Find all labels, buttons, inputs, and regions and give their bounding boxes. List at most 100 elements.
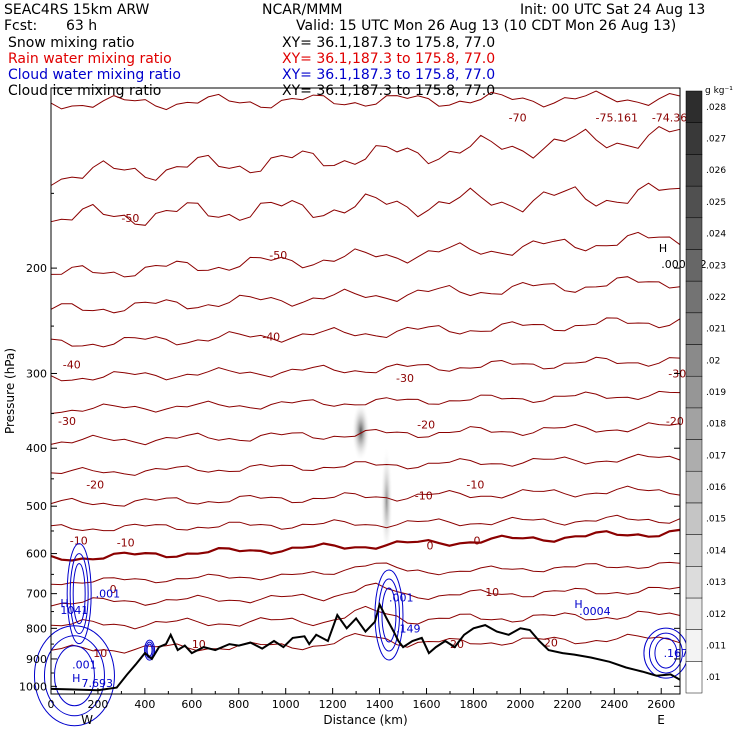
colorbar-label: .012 bbox=[706, 610, 726, 620]
x-tick-label: 800 bbox=[228, 698, 249, 711]
cloud-water-contour bbox=[144, 639, 156, 661]
colorbar-cell bbox=[685, 629, 703, 662]
colorbar-cell bbox=[685, 217, 703, 250]
cloud-water-contour bbox=[381, 587, 397, 643]
colorbar-label: .026 bbox=[706, 166, 726, 176]
cloud-label: .001 bbox=[96, 588, 121, 601]
colorbar-cell bbox=[685, 407, 703, 440]
x-axis-label: Distance (km) bbox=[323, 713, 407, 727]
x-tick-label: 200 bbox=[87, 698, 108, 711]
x-tick-label: 0 bbox=[48, 698, 55, 711]
cloud-water-contour bbox=[374, 569, 404, 661]
cloud-label: H bbox=[574, 598, 582, 611]
ice-mixing-blob bbox=[380, 445, 393, 556]
x-tick-label: 1600 bbox=[413, 698, 441, 711]
isotherm-label: -10 bbox=[466, 479, 484, 492]
cloud-label: 7.693 bbox=[82, 677, 114, 690]
terrain-line bbox=[50, 601, 681, 692]
y-axis-label: Pressure (hPa) bbox=[3, 348, 17, 434]
y-tick-label: 800 bbox=[26, 622, 47, 635]
cloud-label: 1041 bbox=[60, 604, 88, 617]
colorbar-cell bbox=[685, 249, 703, 282]
x-tick-label: 2400 bbox=[600, 698, 628, 711]
y-tick-label: 600 bbox=[26, 548, 47, 561]
colorbar-label: .011 bbox=[706, 642, 726, 652]
field-legend: Snow mixing ratio XY= 36.1,187.3 to 175.8… bbox=[8, 35, 495, 99]
isotherm-label: -30 bbox=[58, 415, 76, 428]
field-name: Cloud ice mixing ratio bbox=[8, 83, 161, 99]
isotherm-label: -20 bbox=[666, 415, 684, 428]
isotherm-line bbox=[50, 605, 681, 630]
isotherm-line bbox=[50, 632, 681, 654]
colorbar-unit: g kg⁻¹ bbox=[705, 86, 733, 96]
colorbar-cell bbox=[685, 185, 703, 219]
colorbar-label: .018 bbox=[706, 420, 726, 430]
colorbar-cell bbox=[685, 122, 703, 155]
isotherm-label: -10 bbox=[70, 534, 88, 547]
cloud-water-contour bbox=[69, 553, 89, 635]
field-name: Cloud water mixing ratio bbox=[8, 67, 181, 83]
x-tick-label: 2000 bbox=[506, 698, 534, 711]
field-xy: XY= 36.1,187.3 to 175.8, 77.0 bbox=[282, 67, 495, 83]
colorbar-cell bbox=[685, 502, 703, 535]
isotherm-label: -50 bbox=[121, 212, 139, 225]
colorbar-label: .019 bbox=[706, 388, 726, 398]
colorbar-label: .027 bbox=[706, 135, 726, 145]
isotherm-label: -30 bbox=[396, 372, 414, 385]
colorbar-label: .015 bbox=[706, 515, 726, 525]
colorbar-cell bbox=[685, 566, 703, 599]
plot-frame bbox=[50, 87, 681, 695]
colorbar-label: .016 bbox=[706, 483, 726, 493]
isotherm-label: 10 bbox=[485, 586, 499, 599]
field-name: Snow mixing ratio bbox=[8, 35, 134, 51]
x-tick-label: 1200 bbox=[319, 698, 347, 711]
field-xy: XY= 36.1,187.3 to 175.8, 77.0 bbox=[282, 83, 495, 99]
colorbar-cell bbox=[685, 534, 703, 567]
isotherm-line bbox=[50, 514, 681, 532]
cloud-water-contour bbox=[66, 543, 92, 645]
isotherm-line bbox=[50, 485, 681, 507]
isotherm-line bbox=[50, 126, 681, 186]
isotherm-line bbox=[50, 528, 681, 562]
isotherm-line bbox=[50, 390, 681, 414]
colorbar-label: .028 bbox=[706, 103, 726, 113]
colorbar-label: .025 bbox=[706, 198, 726, 208]
y-tick-label: 500 bbox=[26, 500, 47, 513]
colorbar-label: .022 bbox=[706, 293, 726, 303]
colorbar-label: .017 bbox=[706, 451, 726, 461]
isotherm-label: 0 bbox=[110, 583, 117, 596]
colorbar: .01 .011 .012 .013 .014 .015 .016 .017 .018 .019.… bbox=[685, 86, 733, 694]
isotherm-line bbox=[50, 453, 681, 476]
isotherm-label: -74.36 bbox=[652, 111, 687, 124]
cloud-label: .0004 bbox=[579, 605, 611, 618]
isotherm-line bbox=[50, 182, 681, 226]
fcst-label: Fcst: bbox=[4, 18, 37, 34]
colorbar-label: .014 bbox=[706, 546, 726, 556]
isotherm-line bbox=[50, 561, 681, 586]
colorbar-cell bbox=[685, 439, 703, 472]
cloud-water-contour bbox=[377, 578, 400, 652]
colorbar-cell bbox=[685, 280, 703, 314]
colorbar-cell bbox=[685, 597, 703, 630]
cloud-water-contour bbox=[654, 637, 678, 669]
isotherm-label: -10 bbox=[117, 537, 135, 550]
y-tick-label: 300 bbox=[26, 367, 47, 380]
colorbar-label: .021 bbox=[706, 325, 726, 335]
isotherm-label: 0 bbox=[427, 540, 434, 553]
field-name: Rain water mixing ratio bbox=[8, 51, 172, 67]
isotherm-label: 20 bbox=[544, 637, 558, 650]
isotherm-label: -40 bbox=[63, 359, 81, 372]
y-tick-label: 700 bbox=[26, 588, 47, 601]
fcst-value: 63 h bbox=[66, 18, 97, 34]
cloud-water-contour bbox=[648, 632, 683, 674]
cloud-water-contour bbox=[33, 625, 115, 727]
isotherm-label: -10 bbox=[415, 490, 433, 503]
field-xy: XY= 36.1,187.3 to 175.8, 77.0 bbox=[282, 51, 495, 67]
isotherm-label: -50 bbox=[269, 249, 287, 262]
x-tick-label: 1800 bbox=[459, 698, 487, 711]
cloud-label: H bbox=[659, 242, 667, 255]
colorbar-label: .013 bbox=[706, 578, 726, 588]
colorbar-cell bbox=[685, 470, 703, 504]
init-label: Init: 00 UTC Sat 24 Aug 13 bbox=[520, 2, 705, 18]
isotherm-line bbox=[50, 231, 681, 278]
